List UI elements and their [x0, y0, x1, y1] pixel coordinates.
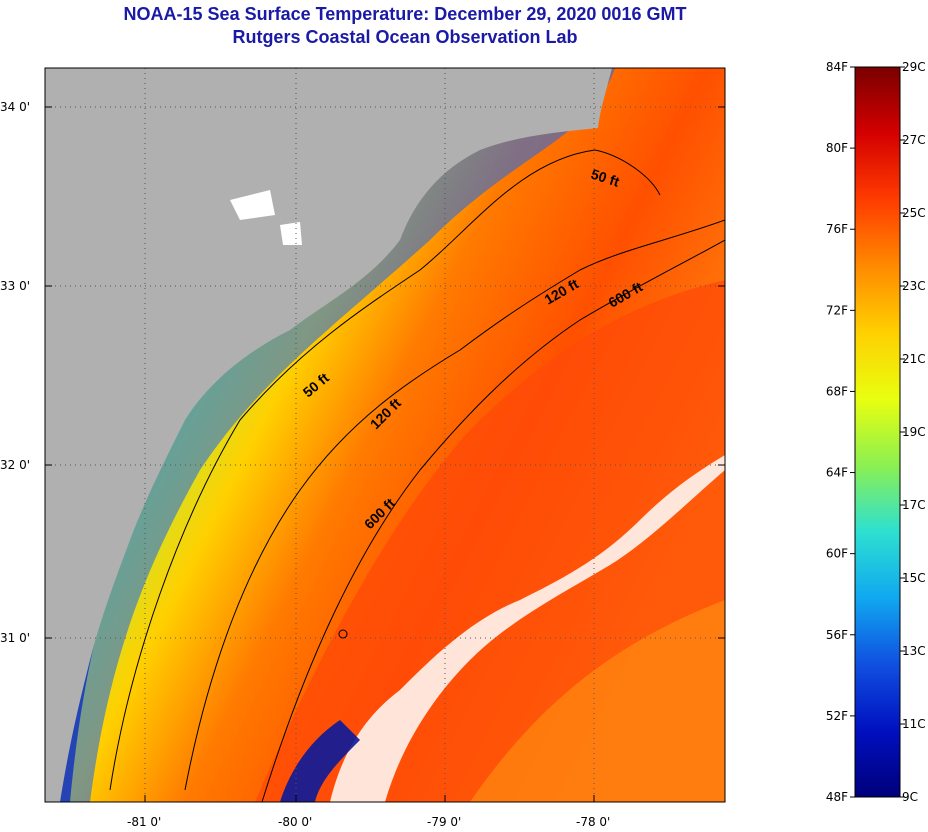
warm-shelf-region [470, 600, 725, 802]
colorbar-fahrenheit-label: 56F [826, 628, 848, 642]
sst-map: 50 ft 50 ft 120 ft 120 ft 600 ft 600 ft … [0, 67, 726, 829]
colorbar-fahrenheit-label: 60F [826, 547, 848, 561]
colorbar-fahrenheit-label: 72F [826, 303, 848, 317]
colorbar-fahrenheit-label: 80F [826, 141, 848, 155]
colorbar-fahrenheit-label: 84F [826, 60, 848, 74]
inland-lake [280, 222, 302, 245]
latitude-label: 32 0' [0, 458, 30, 472]
longitude-label: -79 0' [427, 815, 461, 829]
longitude-label: -78 0' [576, 815, 610, 829]
colorbar-celsius-label: 27C [902, 133, 926, 147]
inland-lake [230, 190, 275, 220]
colorbar-celsius-label: 29C [902, 60, 926, 74]
contour-50ft [109, 149, 661, 791]
land-mass [45, 68, 612, 802]
colorbar-fahrenheit-label: 76F [826, 222, 848, 236]
colorbar-celsius-label: 25C [902, 206, 926, 220]
colorbar-fahrenheit-label: 68F [826, 384, 848, 398]
latitude-label: 33 0' [0, 279, 30, 293]
longitude-label: -80 0' [278, 815, 312, 829]
map-frame [44, 67, 726, 803]
colorbar-celsius-label: 9C [902, 790, 918, 804]
colorbar-fahrenheit-label: 48F [826, 790, 848, 804]
temperature-colorbar: 84F 80F 76F 72F 68F 64F 60F 56F 52F 48F 29C 27C 25C 2… [826, 60, 926, 804]
map-subtitle: Rutgers Coastal Ocean Observation Lab [232, 27, 578, 47]
colorbar-gradient [854, 66, 901, 798]
colorbar-fahrenheit-label: 52F [826, 709, 848, 723]
colorbar-celsius-label: 15C [902, 571, 926, 585]
colorbar-fahrenheit-label: 64F [826, 466, 848, 480]
contour-closed-loop [338, 629, 348, 639]
colorbar-celsius-label: 13C [902, 644, 926, 658]
axis-ticks [45, 106, 725, 802]
cloud-shadow [280, 720, 360, 802]
colorbar-celsius-label: 23C [902, 279, 926, 293]
latitude-label: 34 0' [0, 100, 30, 114]
colorbar-celsius-label: 19C [902, 425, 926, 439]
colorbar-celsius-label: 11C [902, 717, 926, 731]
map-title: NOAA-15 Sea Surface Temperature: Decembe… [123, 4, 687, 24]
lat-lon-grid [45, 68, 725, 802]
cloud-cover [330, 455, 725, 802]
contour-120ft [184, 219, 725, 791]
colorbar-celsius-label: 17C [902, 498, 926, 512]
latitude-label: 31 0' [0, 631, 30, 645]
contour-600ft [261, 239, 725, 802]
colorbar-celsius-label: 21C [902, 352, 926, 366]
longitude-label: -81 0' [127, 815, 161, 829]
